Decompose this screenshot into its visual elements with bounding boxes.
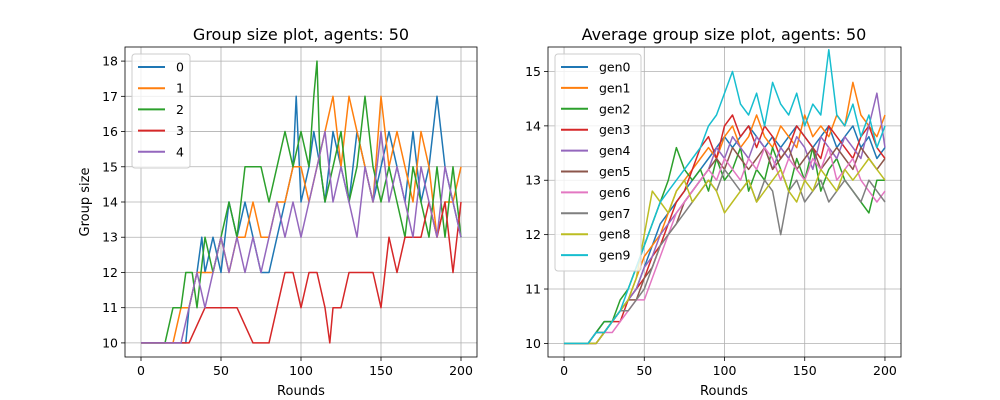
- legend-label: 1: [176, 81, 184, 96]
- y-tick-label: 14: [102, 195, 118, 210]
- y-tick-label: 12: [102, 265, 118, 280]
- legend-label: gen9: [599, 248, 631, 263]
- y-tick-label: 15: [102, 159, 118, 174]
- y-tick-label: 16: [102, 124, 118, 139]
- legend-label: gen5: [599, 164, 631, 179]
- chart-average-group-size: Average group size plot, agents: 50 Roun…: [525, 25, 902, 399]
- x-tick-label: 100: [289, 363, 313, 378]
- x-axis-label: Rounds: [700, 384, 748, 399]
- y-tick-label: 13: [102, 230, 118, 245]
- y-tick-label: 17: [102, 89, 118, 104]
- legend-label: gen4: [599, 143, 631, 158]
- x-tick-label: 200: [873, 363, 897, 378]
- series-line-4: [141, 130, 462, 344]
- legend-label: 0: [176, 60, 184, 75]
- chart-title: Group size plot, agents: 50: [193, 25, 409, 44]
- y-tick-label: 11: [525, 282, 541, 297]
- legend-label: gen7: [599, 206, 631, 221]
- y-tick-label: 13: [525, 173, 541, 188]
- x-tick-label: 200: [449, 363, 473, 378]
- y-tick-label: 18: [102, 54, 118, 69]
- chart-title: Average group size plot, agents: 50: [582, 25, 867, 44]
- x-tick-label: 0: [560, 363, 568, 378]
- y-tick-label: 15: [525, 64, 541, 79]
- x-tick-label: 0: [137, 363, 145, 378]
- chart-group-size: Group size plot, agents: 50 Rounds Group…: [78, 25, 478, 399]
- x-tick-label: 100: [713, 363, 737, 378]
- legend-label: gen1: [599, 80, 631, 95]
- legend-label: gen0: [599, 60, 631, 75]
- legend-label: gen3: [599, 122, 631, 137]
- x-tick-label: 150: [369, 363, 393, 378]
- legend-box: [131, 53, 191, 169]
- legend-label: 3: [176, 123, 184, 138]
- plot-area: 0 50 100 150 200 10 11 12 13 14 15 gen0 gen1 gen2 gen3…: [525, 46, 902, 378]
- y-tick-label: 10: [525, 336, 541, 351]
- y-tick-label: 12: [525, 227, 541, 242]
- x-tick-label: 50: [636, 363, 652, 378]
- y-tick-label: 14: [525, 118, 541, 133]
- legend-label: 2: [176, 102, 184, 117]
- series-line-gen5: [564, 146, 886, 345]
- y-tick-label: 10: [102, 335, 118, 350]
- series-line-gen9: [564, 48, 886, 345]
- legend-label: gen8: [599, 227, 631, 242]
- series-line-2: [141, 60, 462, 344]
- x-tick-label: 150: [793, 363, 817, 378]
- series-line-3: [141, 201, 462, 344]
- x-axis-label: Rounds: [277, 384, 325, 399]
- legend-label: 4: [176, 144, 184, 159]
- series-line-gen4: [564, 92, 886, 345]
- x-tick-label: 50: [213, 363, 229, 378]
- series-line-gen7: [564, 168, 886, 345]
- y-tick-label: 11: [102, 300, 118, 315]
- y-axis-label: Group size: [78, 168, 93, 237]
- legend-label: gen2: [599, 101, 631, 116]
- series-line-gen8: [564, 157, 886, 345]
- legend-label: gen6: [599, 185, 631, 200]
